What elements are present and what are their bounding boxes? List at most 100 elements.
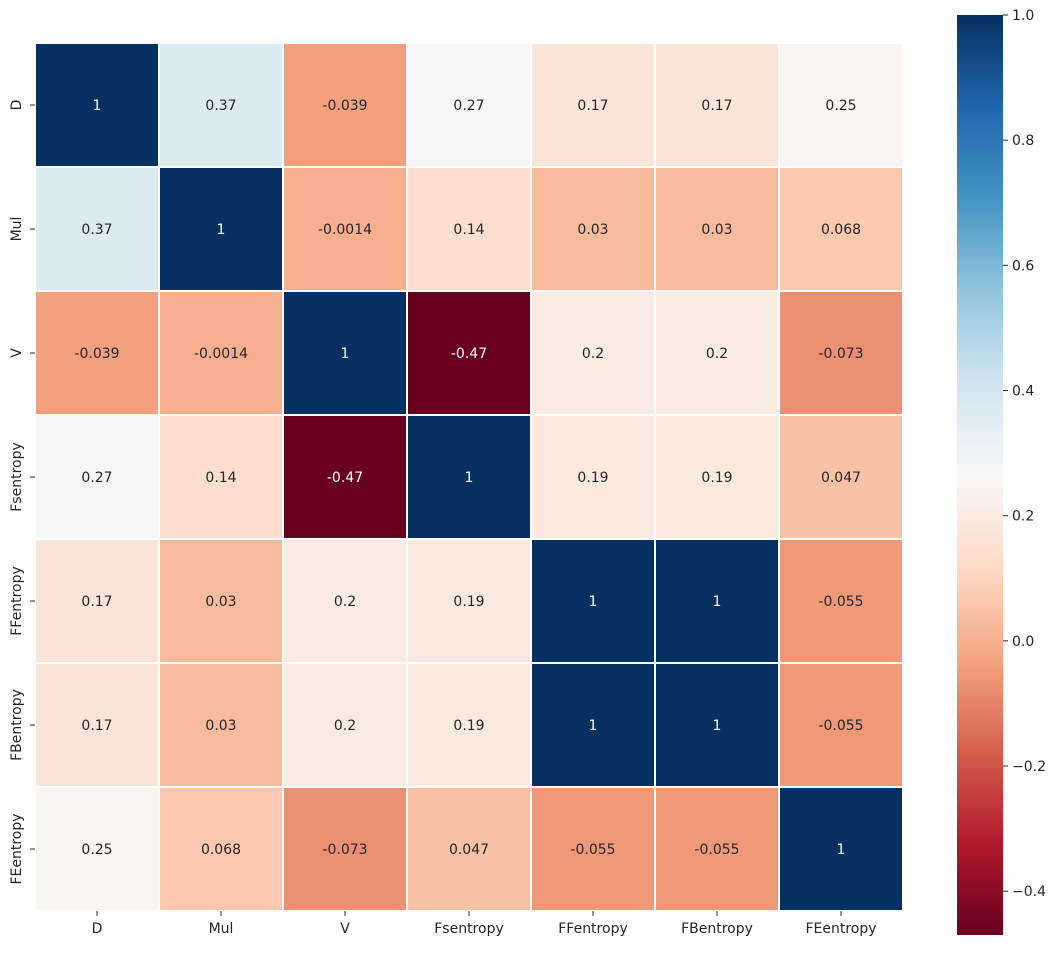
- heatmap-cell-labels: 1 0.37 -0.039 0.27 0.17 0.17 0.25 0.37 1 -0.0014 0…: [74, 98, 863, 858]
- heatmap-cell-3-6: [778, 414, 904, 540]
- heatmap-cell-4-2: [282, 538, 408, 664]
- x-tick-label: FBentropy: [681, 921, 753, 937]
- cell-value-label: -0.055: [818, 594, 863, 610]
- cell-value-label: -0.0014: [318, 222, 372, 238]
- cell-value-label: -0.073: [322, 842, 367, 858]
- colorbar-tick-label: 0.8: [1012, 133, 1034, 149]
- heatmap-cell-6-5: [654, 786, 780, 912]
- cell-value-label: -0.039: [74, 346, 119, 362]
- heatmap-cell-2-4: [530, 290, 656, 416]
- cell-value-label: 1: [465, 470, 474, 486]
- cell-value-label: 0.27: [81, 470, 112, 486]
- cell-value-label: 0.19: [577, 470, 608, 486]
- heatmap-cell-2-1: [158, 290, 284, 416]
- heatmap-cell-1-6: [778, 166, 904, 292]
- colorbar-gradient: [957, 15, 1003, 935]
- cell-value-label: 1: [217, 222, 226, 238]
- heatmap-cell-2-5: [654, 290, 780, 416]
- cell-value-label: -0.0014: [194, 346, 248, 362]
- heatmap-cell-2-2: [282, 290, 408, 416]
- heatmap-cell-0-2: [282, 42, 408, 168]
- x-tick-label: FFentropy: [558, 921, 628, 937]
- cell-value-label: 1: [589, 594, 598, 610]
- cell-value-label: 1: [713, 594, 722, 610]
- heatmap-cell-6-4: [530, 786, 656, 912]
- heatmap-cell-2-6: [778, 290, 904, 416]
- heatmap-cell-5-0: [34, 662, 160, 788]
- cell-value-label: -0.073: [818, 346, 863, 362]
- y-tick-label: Mul: [9, 217, 25, 242]
- y-tick-label: D: [9, 100, 25, 111]
- heatmap-cell-6-0: [34, 786, 160, 912]
- cell-value-label: 0.03: [205, 594, 236, 610]
- cell-value-label: 0.25: [81, 842, 112, 858]
- cell-value-label: 0.03: [205, 718, 236, 734]
- heatmap-cell-6-2: [282, 786, 408, 912]
- cell-value-label: 0.2: [334, 594, 356, 610]
- y-tick-label: FFentropy: [9, 566, 25, 636]
- cell-value-label: 0.37: [205, 98, 236, 114]
- y-axis-ticks: D Mul V Fsentropy FFentropy FBentropy FEentrop…: [9, 100, 35, 885]
- y-tick-label: FEentropy: [9, 813, 25, 884]
- colorbar-tick-label: 0.6: [1012, 258, 1034, 274]
- cell-value-label: 1: [341, 346, 350, 362]
- heatmap-cell-1-2: [282, 166, 408, 292]
- colorbar-tick-label: −0.2: [1012, 759, 1046, 775]
- cell-value-label: 0.27: [453, 98, 484, 114]
- cell-value-label: 0.17: [577, 98, 608, 114]
- cell-value-label: 0.2: [334, 718, 356, 734]
- x-tick-label: D: [92, 921, 103, 937]
- x-tick-label: V: [340, 921, 350, 937]
- heatmap-cell-0-0: [34, 42, 160, 168]
- heatmap-cell-3-3: [406, 414, 532, 540]
- x-tick-label: Fsentropy: [434, 921, 504, 937]
- colorbar-ticks: 1.0 0.8 0.6 0.4 0.2 0.0 −0.2 −0.4: [1003, 8, 1046, 900]
- colorbar-tick-label: 0.0: [1012, 634, 1034, 650]
- y-tick-label: FBentropy: [9, 689, 25, 761]
- heatmap-cell-6-3: [406, 786, 532, 912]
- cell-value-label: 0.068: [201, 842, 241, 858]
- cell-value-label: -0.47: [327, 470, 363, 486]
- heatmap-cell-5-1: [158, 662, 284, 788]
- colorbar-tick-label: −0.4: [1012, 884, 1046, 900]
- cell-value-label: 0.25: [825, 98, 856, 114]
- cell-value-label: 0.37: [81, 222, 112, 238]
- cell-value-label: 0.17: [701, 98, 732, 114]
- cell-value-label: 0.19: [453, 594, 484, 610]
- heatmap-cell-0-5: [654, 42, 780, 168]
- heatmap-cell-1-4: [530, 166, 656, 292]
- x-axis-ticks: D Mul V Fsentropy FFentropy FBentropy FEentrop…: [92, 911, 877, 937]
- y-tick-label: Fsentropy: [9, 442, 25, 512]
- y-tick-label: V: [9, 348, 25, 358]
- cell-value-label: -0.055: [694, 842, 739, 858]
- cell-value-label: -0.055: [570, 842, 615, 858]
- cell-value-label: 0.047: [821, 470, 861, 486]
- cell-value-label: 0.03: [577, 222, 608, 238]
- cell-value-label: -0.039: [322, 98, 367, 114]
- cell-value-label: 0.2: [706, 346, 728, 362]
- colorbar-tick-label: 0.4: [1012, 384, 1034, 400]
- heatmap-cell-4-0: [34, 538, 160, 664]
- cell-value-label: -0.055: [818, 718, 863, 734]
- x-tick-label: Mul: [209, 921, 234, 937]
- heatmap-cell-5-3: [406, 662, 532, 788]
- heatmap-cell-6-6: [778, 786, 904, 912]
- cell-value-label: 1: [589, 718, 598, 734]
- colorbar-tick-label: 1.0: [1012, 8, 1034, 24]
- cell-value-label: 1: [93, 98, 102, 114]
- cell-value-label: 0.17: [81, 718, 112, 734]
- cell-value-label: 1: [713, 718, 722, 734]
- cell-value-label: 0.14: [453, 222, 484, 238]
- heatmap-cell-5-4: [530, 662, 656, 788]
- heatmap-cell-2-3: [406, 290, 532, 416]
- colorbar-tick-label: 0.2: [1012, 509, 1034, 525]
- cell-value-label: 0.19: [701, 470, 732, 486]
- heatmap-cell-0-1: [158, 42, 284, 168]
- cell-value-label: 0.03: [701, 222, 732, 238]
- cell-value-label: 0.068: [821, 222, 861, 238]
- cell-value-label: 1: [837, 842, 846, 858]
- heatmap-cell-3-5: [654, 414, 780, 540]
- cell-value-label: 0.19: [453, 718, 484, 734]
- colorbar: 1.0 0.8 0.6 0.4 0.2 0.0 −0.2 −0.4: [957, 8, 1046, 935]
